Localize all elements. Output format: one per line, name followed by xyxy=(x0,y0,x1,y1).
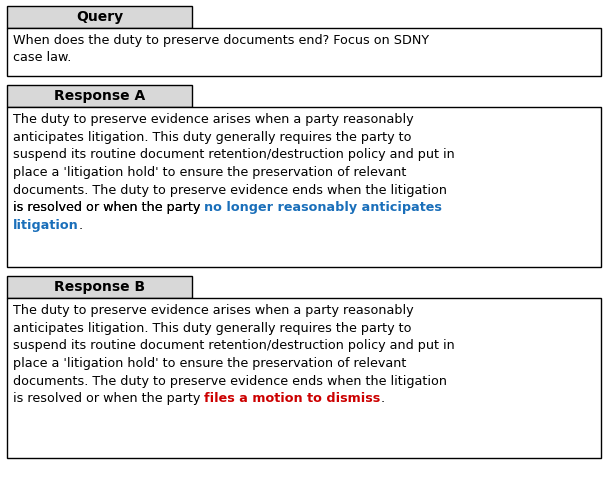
Text: no longer reasonably anticipates: no longer reasonably anticipates xyxy=(204,201,442,214)
Text: is resolved or when the party: is resolved or when the party xyxy=(13,392,204,405)
Text: .: . xyxy=(381,392,385,405)
Text: The duty to preserve evidence arises when a party reasonably: The duty to preserve evidence arises whe… xyxy=(13,113,413,126)
FancyBboxPatch shape xyxy=(7,85,192,107)
Text: Response B: Response B xyxy=(54,280,145,294)
Text: anticipates litigation. This duty generally requires the party to: anticipates litigation. This duty genera… xyxy=(13,322,412,335)
Text: Response A: Response A xyxy=(54,89,145,103)
Text: anticipates litigation. This duty generally requires the party to: anticipates litigation. This duty genera… xyxy=(13,131,412,144)
Text: suspend its routine document retention/destruction policy and put in: suspend its routine document retention/d… xyxy=(13,148,455,161)
Text: place a 'litigation hold' to ensure the preservation of relevant: place a 'litigation hold' to ensure the … xyxy=(13,357,406,370)
Text: documents. The duty to preserve evidence ends when the litigation: documents. The duty to preserve evidence… xyxy=(13,374,447,388)
Text: is resolved or when the party: is resolved or when the party xyxy=(13,201,204,214)
Text: place a 'litigation hold' to ensure the preservation of relevant: place a 'litigation hold' to ensure the … xyxy=(13,166,406,179)
FancyBboxPatch shape xyxy=(7,28,601,76)
Text: Query: Query xyxy=(76,10,123,24)
Text: files a motion to dismiss: files a motion to dismiss xyxy=(204,392,381,405)
Text: documents. The duty to preserve evidence ends when the litigation: documents. The duty to preserve evidence… xyxy=(13,184,447,196)
Text: litigation: litigation xyxy=(13,219,79,232)
FancyBboxPatch shape xyxy=(7,107,601,267)
Text: is resolved or when the party: is resolved or when the party xyxy=(13,201,204,214)
FancyBboxPatch shape xyxy=(7,6,192,28)
Text: When does the duty to preserve documents end? Focus on SDNY
case law.: When does the duty to preserve documents… xyxy=(13,34,429,64)
Text: The duty to preserve evidence arises when a party reasonably: The duty to preserve evidence arises whe… xyxy=(13,304,413,317)
Text: .: . xyxy=(79,219,83,232)
Text: suspend its routine document retention/destruction policy and put in: suspend its routine document retention/d… xyxy=(13,339,455,352)
FancyBboxPatch shape xyxy=(7,276,192,298)
FancyBboxPatch shape xyxy=(7,298,601,458)
